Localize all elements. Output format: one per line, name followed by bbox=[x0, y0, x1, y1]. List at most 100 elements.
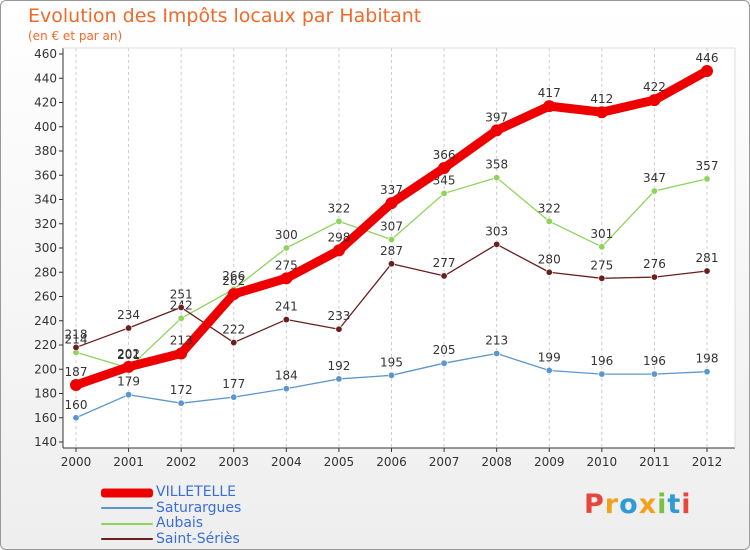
data-label-saint-s-ri-s-2012: 281 bbox=[696, 251, 719, 265]
point-saint-s-ri-s-2010 bbox=[598, 274, 606, 282]
point-saturargues-2012 bbox=[703, 368, 711, 376]
plot-area bbox=[63, 48, 735, 448]
data-label-aubais-2008: 358 bbox=[485, 158, 508, 172]
y-tick-label-160: 160 bbox=[34, 411, 57, 425]
logo-letter-1: r bbox=[604, 489, 620, 520]
data-label-villetelle-2011: 422 bbox=[643, 80, 666, 94]
point-saint-s-ri-s-2011 bbox=[650, 273, 658, 281]
point-saturargues-2004 bbox=[282, 385, 290, 393]
chart-title: Evolution des Impôts locaux par Habitant bbox=[28, 5, 422, 27]
y-tick-label-280: 280 bbox=[34, 265, 57, 279]
y-tick-label-200: 200 bbox=[34, 362, 57, 376]
y-tick-label-400: 400 bbox=[34, 120, 57, 134]
point-saturargues-2003 bbox=[230, 393, 238, 401]
x-tick-label-2012: 2012 bbox=[692, 455, 723, 469]
data-label-saint-s-ri-s-2005: 233 bbox=[327, 309, 350, 323]
x-tick-label-2000: 2000 bbox=[61, 455, 92, 469]
point-villetelle-2002 bbox=[175, 347, 188, 360]
x-tick-label-2010: 2010 bbox=[587, 455, 618, 469]
data-label-villetelle-2012: 446 bbox=[696, 51, 719, 65]
y-tick-label-360: 360 bbox=[34, 168, 57, 182]
legend-item-saturargues: Saturargues bbox=[101, 500, 361, 517]
y-tick-label-340: 340 bbox=[34, 193, 57, 207]
logo-letter-3: x bbox=[638, 489, 658, 520]
point-saint-s-ri-s-2004 bbox=[282, 316, 290, 324]
point-saint-s-ri-s-2012 bbox=[703, 267, 711, 275]
y-tick-label-140: 140 bbox=[34, 435, 57, 449]
x-tick-label-2002: 2002 bbox=[166, 455, 197, 469]
data-label-aubais-2011: 347 bbox=[643, 171, 666, 185]
data-label-aubais-2001: 201 bbox=[117, 348, 140, 362]
logo-letter-4: i bbox=[657, 489, 668, 520]
x-tick-label-2007: 2007 bbox=[429, 455, 460, 469]
y-tick-label-260: 260 bbox=[34, 290, 57, 304]
y-tick-label-180: 180 bbox=[34, 387, 57, 401]
x-tick-label-2005: 2005 bbox=[324, 455, 355, 469]
data-label-aubais-2006: 307 bbox=[380, 220, 403, 234]
data-label-saint-s-ri-s-2000: 218 bbox=[65, 327, 88, 341]
legend-item-aubais: Aubais bbox=[101, 515, 361, 532]
legend-label-villetelle: VILLETELLE bbox=[156, 484, 236, 500]
data-label-villetelle-2005: 298 bbox=[327, 230, 350, 244]
legend-swatch-aubais bbox=[101, 522, 153, 525]
point-aubais-2006 bbox=[387, 236, 395, 244]
y-tick-label-380: 380 bbox=[34, 144, 57, 158]
point-villetelle-2012 bbox=[701, 64, 713, 77]
point-aubais-2012 bbox=[703, 175, 711, 183]
data-label-saturargues-2008: 213 bbox=[485, 333, 508, 347]
data-label-saturargues-2002: 172 bbox=[170, 383, 193, 397]
point-aubais-2004 bbox=[282, 244, 290, 252]
y-tick-label-420: 420 bbox=[34, 96, 57, 110]
point-saturargues-2011 bbox=[650, 370, 658, 378]
point-saturargues-2006 bbox=[387, 371, 395, 379]
data-label-aubais-2005: 322 bbox=[327, 201, 350, 215]
data-label-saturargues-2007: 205 bbox=[433, 343, 456, 357]
data-label-aubais-2000: 214 bbox=[65, 332, 88, 346]
point-saturargues-2005 bbox=[335, 375, 343, 383]
data-label-villetelle-2008: 397 bbox=[485, 110, 508, 124]
x-tick-label-2006: 2006 bbox=[376, 455, 407, 469]
y-tick-label-220: 220 bbox=[34, 338, 57, 352]
data-label-aubais-2009: 322 bbox=[538, 201, 561, 215]
data-label-aubais-2010: 301 bbox=[590, 227, 613, 241]
data-label-saturargues-2010: 196 bbox=[590, 354, 613, 368]
data-label-villetelle-2004: 275 bbox=[275, 258, 298, 272]
point-saturargues-2007 bbox=[440, 359, 448, 367]
point-villetelle-2006 bbox=[385, 197, 398, 210]
x-tick-label-2011: 2011 bbox=[639, 455, 670, 469]
point-saturargues-2010 bbox=[598, 370, 606, 378]
point-saturargues-2002 bbox=[177, 399, 185, 407]
logo-letter-5: t bbox=[667, 489, 682, 520]
data-label-saint-s-ri-s-2004: 241 bbox=[275, 300, 298, 314]
data-label-saturargues-2004: 184 bbox=[275, 369, 298, 383]
point-saturargues-2009 bbox=[545, 366, 553, 374]
data-label-aubais-2004: 300 bbox=[275, 228, 298, 242]
data-label-aubais-2012: 357 bbox=[696, 159, 719, 173]
point-villetelle-2010 bbox=[595, 106, 608, 119]
data-label-saturargues-2012: 198 bbox=[696, 352, 719, 366]
data-label-saturargues-2000: 160 bbox=[65, 398, 88, 412]
y-tick-label-300: 300 bbox=[34, 241, 57, 255]
point-saint-s-ri-s-2000 bbox=[72, 343, 80, 351]
x-tick-label-2003: 2003 bbox=[218, 455, 249, 469]
point-villetelle-2003 bbox=[227, 288, 240, 301]
proxiti-logo: Proxiti bbox=[584, 489, 692, 520]
point-saint-s-ri-s-2003 bbox=[230, 339, 238, 347]
data-label-villetelle-2003: 262 bbox=[222, 274, 245, 288]
data-label-villetelle-2007: 366 bbox=[433, 148, 456, 162]
data-label-villetelle-2001: 202 bbox=[117, 347, 140, 361]
point-villetelle-2004 bbox=[280, 272, 293, 285]
legend-swatch-villetelle bbox=[101, 488, 153, 498]
point-villetelle-2007 bbox=[438, 161, 451, 174]
x-tick-label-2008: 2008 bbox=[481, 455, 512, 469]
data-label-saint-s-ri-s-2002: 251 bbox=[170, 287, 193, 301]
logo-letter-6: i bbox=[681, 489, 692, 520]
data-label-saturargues-2005: 192 bbox=[327, 359, 350, 373]
point-aubais-2009 bbox=[545, 217, 553, 225]
data-label-saint-s-ri-s-2001: 234 bbox=[117, 308, 140, 322]
data-label-saturargues-2011: 196 bbox=[643, 354, 666, 368]
legend-label-aubais: Aubais bbox=[156, 515, 204, 531]
point-villetelle-2000 bbox=[70, 379, 82, 392]
